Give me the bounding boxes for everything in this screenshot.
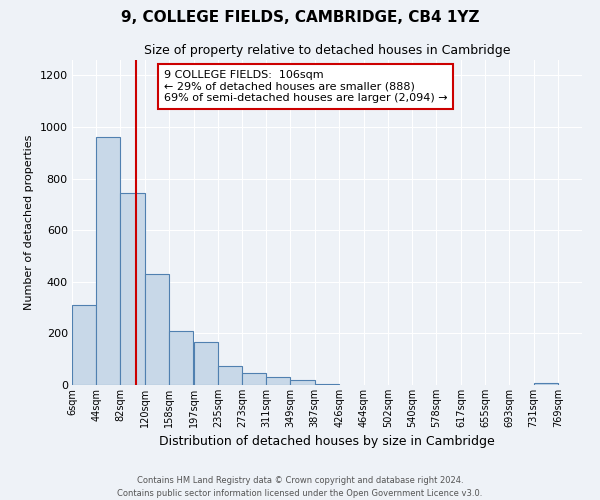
Bar xyxy=(218,366,242,385)
Bar xyxy=(266,376,290,385)
Bar xyxy=(194,342,218,385)
Title: Size of property relative to detached houses in Cambridge: Size of property relative to detached ho… xyxy=(144,44,510,58)
Bar xyxy=(242,372,266,385)
Bar xyxy=(169,331,193,385)
Text: 9 COLLEGE FIELDS:  106sqm
← 29% of detached houses are smaller (888)
69% of semi: 9 COLLEGE FIELDS: 106sqm ← 29% of detach… xyxy=(164,70,448,103)
Bar xyxy=(72,305,96,385)
Text: Contains HM Land Registry data © Crown copyright and database right 2024.
Contai: Contains HM Land Registry data © Crown c… xyxy=(118,476,482,498)
Bar xyxy=(145,274,169,385)
Y-axis label: Number of detached properties: Number of detached properties xyxy=(24,135,34,310)
Text: 9, COLLEGE FIELDS, CAMBRIDGE, CB4 1YZ: 9, COLLEGE FIELDS, CAMBRIDGE, CB4 1YZ xyxy=(121,10,479,25)
Bar xyxy=(121,193,145,385)
Bar xyxy=(96,138,121,385)
Bar xyxy=(533,383,558,385)
Bar xyxy=(314,384,339,385)
X-axis label: Distribution of detached houses by size in Cambridge: Distribution of detached houses by size … xyxy=(159,436,495,448)
Bar xyxy=(290,380,314,385)
